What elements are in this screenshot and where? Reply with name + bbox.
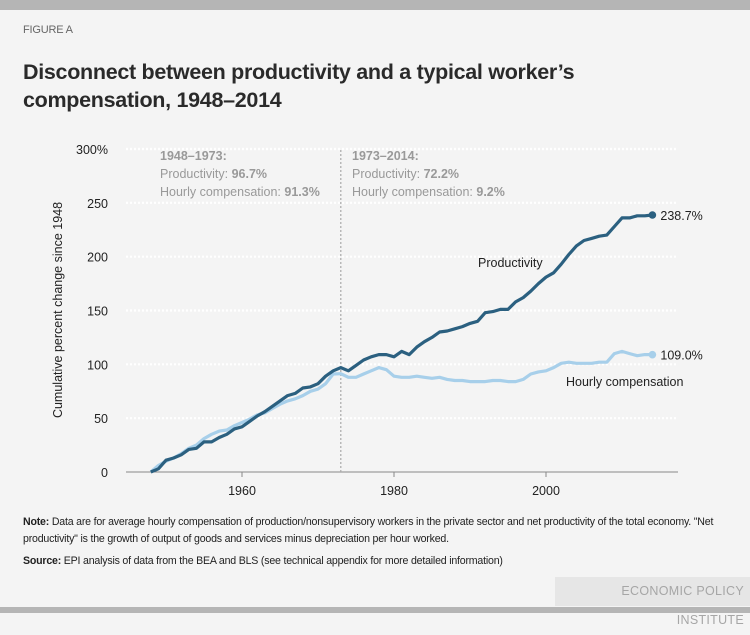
x-tick-label: 1980 — [380, 484, 408, 498]
line-chart: 0 50 100 150 200 250 300% 1960 1980 2000 Cumulat… — [51, 143, 703, 498]
annotation-heading: 1948–1973: — [160, 149, 227, 163]
annotation-comp: Hourly compensation: 9.2% — [352, 185, 505, 199]
note-label: Note: — [23, 516, 50, 528]
annotation-value: 91.3% — [284, 185, 319, 199]
annotation-heading: 1973–2014: — [352, 149, 419, 163]
y-tick-label: 150 — [87, 305, 108, 319]
note-text: Data are for average hourly compensation… — [23, 516, 714, 545]
bottom-border — [0, 607, 750, 613]
annotation-prod: Productivity: 72.2% — [352, 167, 459, 181]
note: Note: Data are for average hourly compen… — [23, 514, 738, 548]
period-annotation: 1973–2014: Productivity: 72.2% Hourly comp… — [352, 149, 505, 199]
y-tick-label: 250 — [87, 197, 108, 211]
y-tick-label: 0 — [101, 466, 108, 480]
end-value-label: 238.7% — [660, 209, 702, 223]
y-tick-label: 50 — [94, 412, 108, 426]
period-annotation: 1948–1973: Productivity: 96.7% Hourly comp… — [160, 149, 320, 199]
end-value-label: 109.0% — [660, 349, 702, 363]
data-point — [648, 350, 657, 359]
source: Source: EPI analysis of data from the BE… — [23, 555, 503, 567]
y-tick-label: 100 — [87, 358, 108, 372]
figure-label: FIGURE A — [23, 24, 73, 36]
annotation-comp: Hourly compensation: 91.3% — [160, 185, 320, 199]
annotation-prod: Productivity: 96.7% — [160, 167, 267, 181]
x-tick-label: 2000 — [532, 484, 560, 498]
data-point — [648, 211, 657, 219]
series-line-productivity — [150, 213, 653, 474]
y-tick-label: 200 — [87, 251, 108, 265]
top-border — [0, 0, 750, 10]
y-axis-label: Cumulative percent change since 1948 — [51, 202, 65, 418]
annotation-value: 96.7% — [232, 167, 267, 181]
annotation-label: Hourly compensation: — [160, 185, 284, 199]
annotation-value: 72.2% — [424, 167, 459, 181]
series-label: Productivity — [478, 256, 543, 270]
y-tick-label: 300% — [76, 143, 108, 157]
annotation-label: Productivity: — [160, 167, 232, 181]
series-label: Hourly compensation — [566, 375, 683, 389]
publisher-logo: ECONOMIC POLICY INSTITUTE — [555, 577, 750, 627]
series-line-compensation — [149, 349, 653, 474]
chart-title: Disconnect between productivity and a ty… — [23, 60, 575, 112]
annotation-value: 9.2% — [476, 185, 505, 199]
annotation-label: Hourly compensation: — [352, 185, 476, 199]
annotation-label: Productivity: — [352, 167, 424, 181]
source-label: Source: — [23, 555, 62, 567]
x-tick-label: 1960 — [228, 484, 256, 498]
source-text: EPI analysis of data from the BEA and BL… — [63, 555, 503, 567]
